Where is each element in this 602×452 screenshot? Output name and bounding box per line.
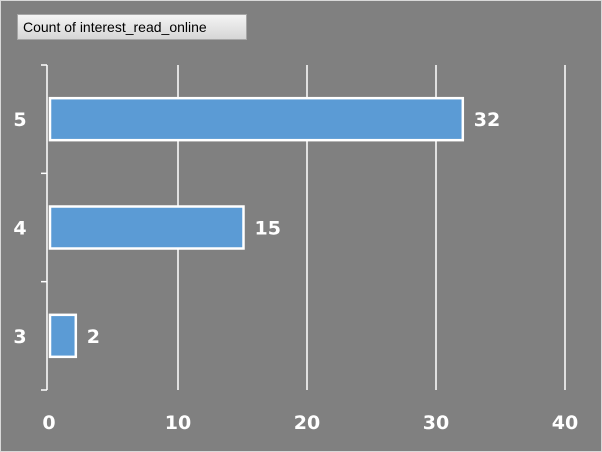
x-tick-label: 20 [294,412,320,434]
x-tick-label: 10 [165,412,191,434]
y-tick-label: 4 [13,218,26,240]
data-label: 15 [255,218,281,240]
x-tick-label: 30 [423,412,449,434]
data-label: 32 [474,109,500,131]
y-tick-label: 5 [13,109,26,131]
y-tick-label: 3 [13,326,26,348]
bar [48,313,78,359]
data-label: 2 [87,326,100,348]
pivot-field-button[interactable]: Count of interest_read_online [17,14,247,40]
bar [48,205,245,250]
x-tick-label: 0 [42,412,55,434]
bar [48,96,465,142]
x-tick-label: 40 [552,412,578,434]
